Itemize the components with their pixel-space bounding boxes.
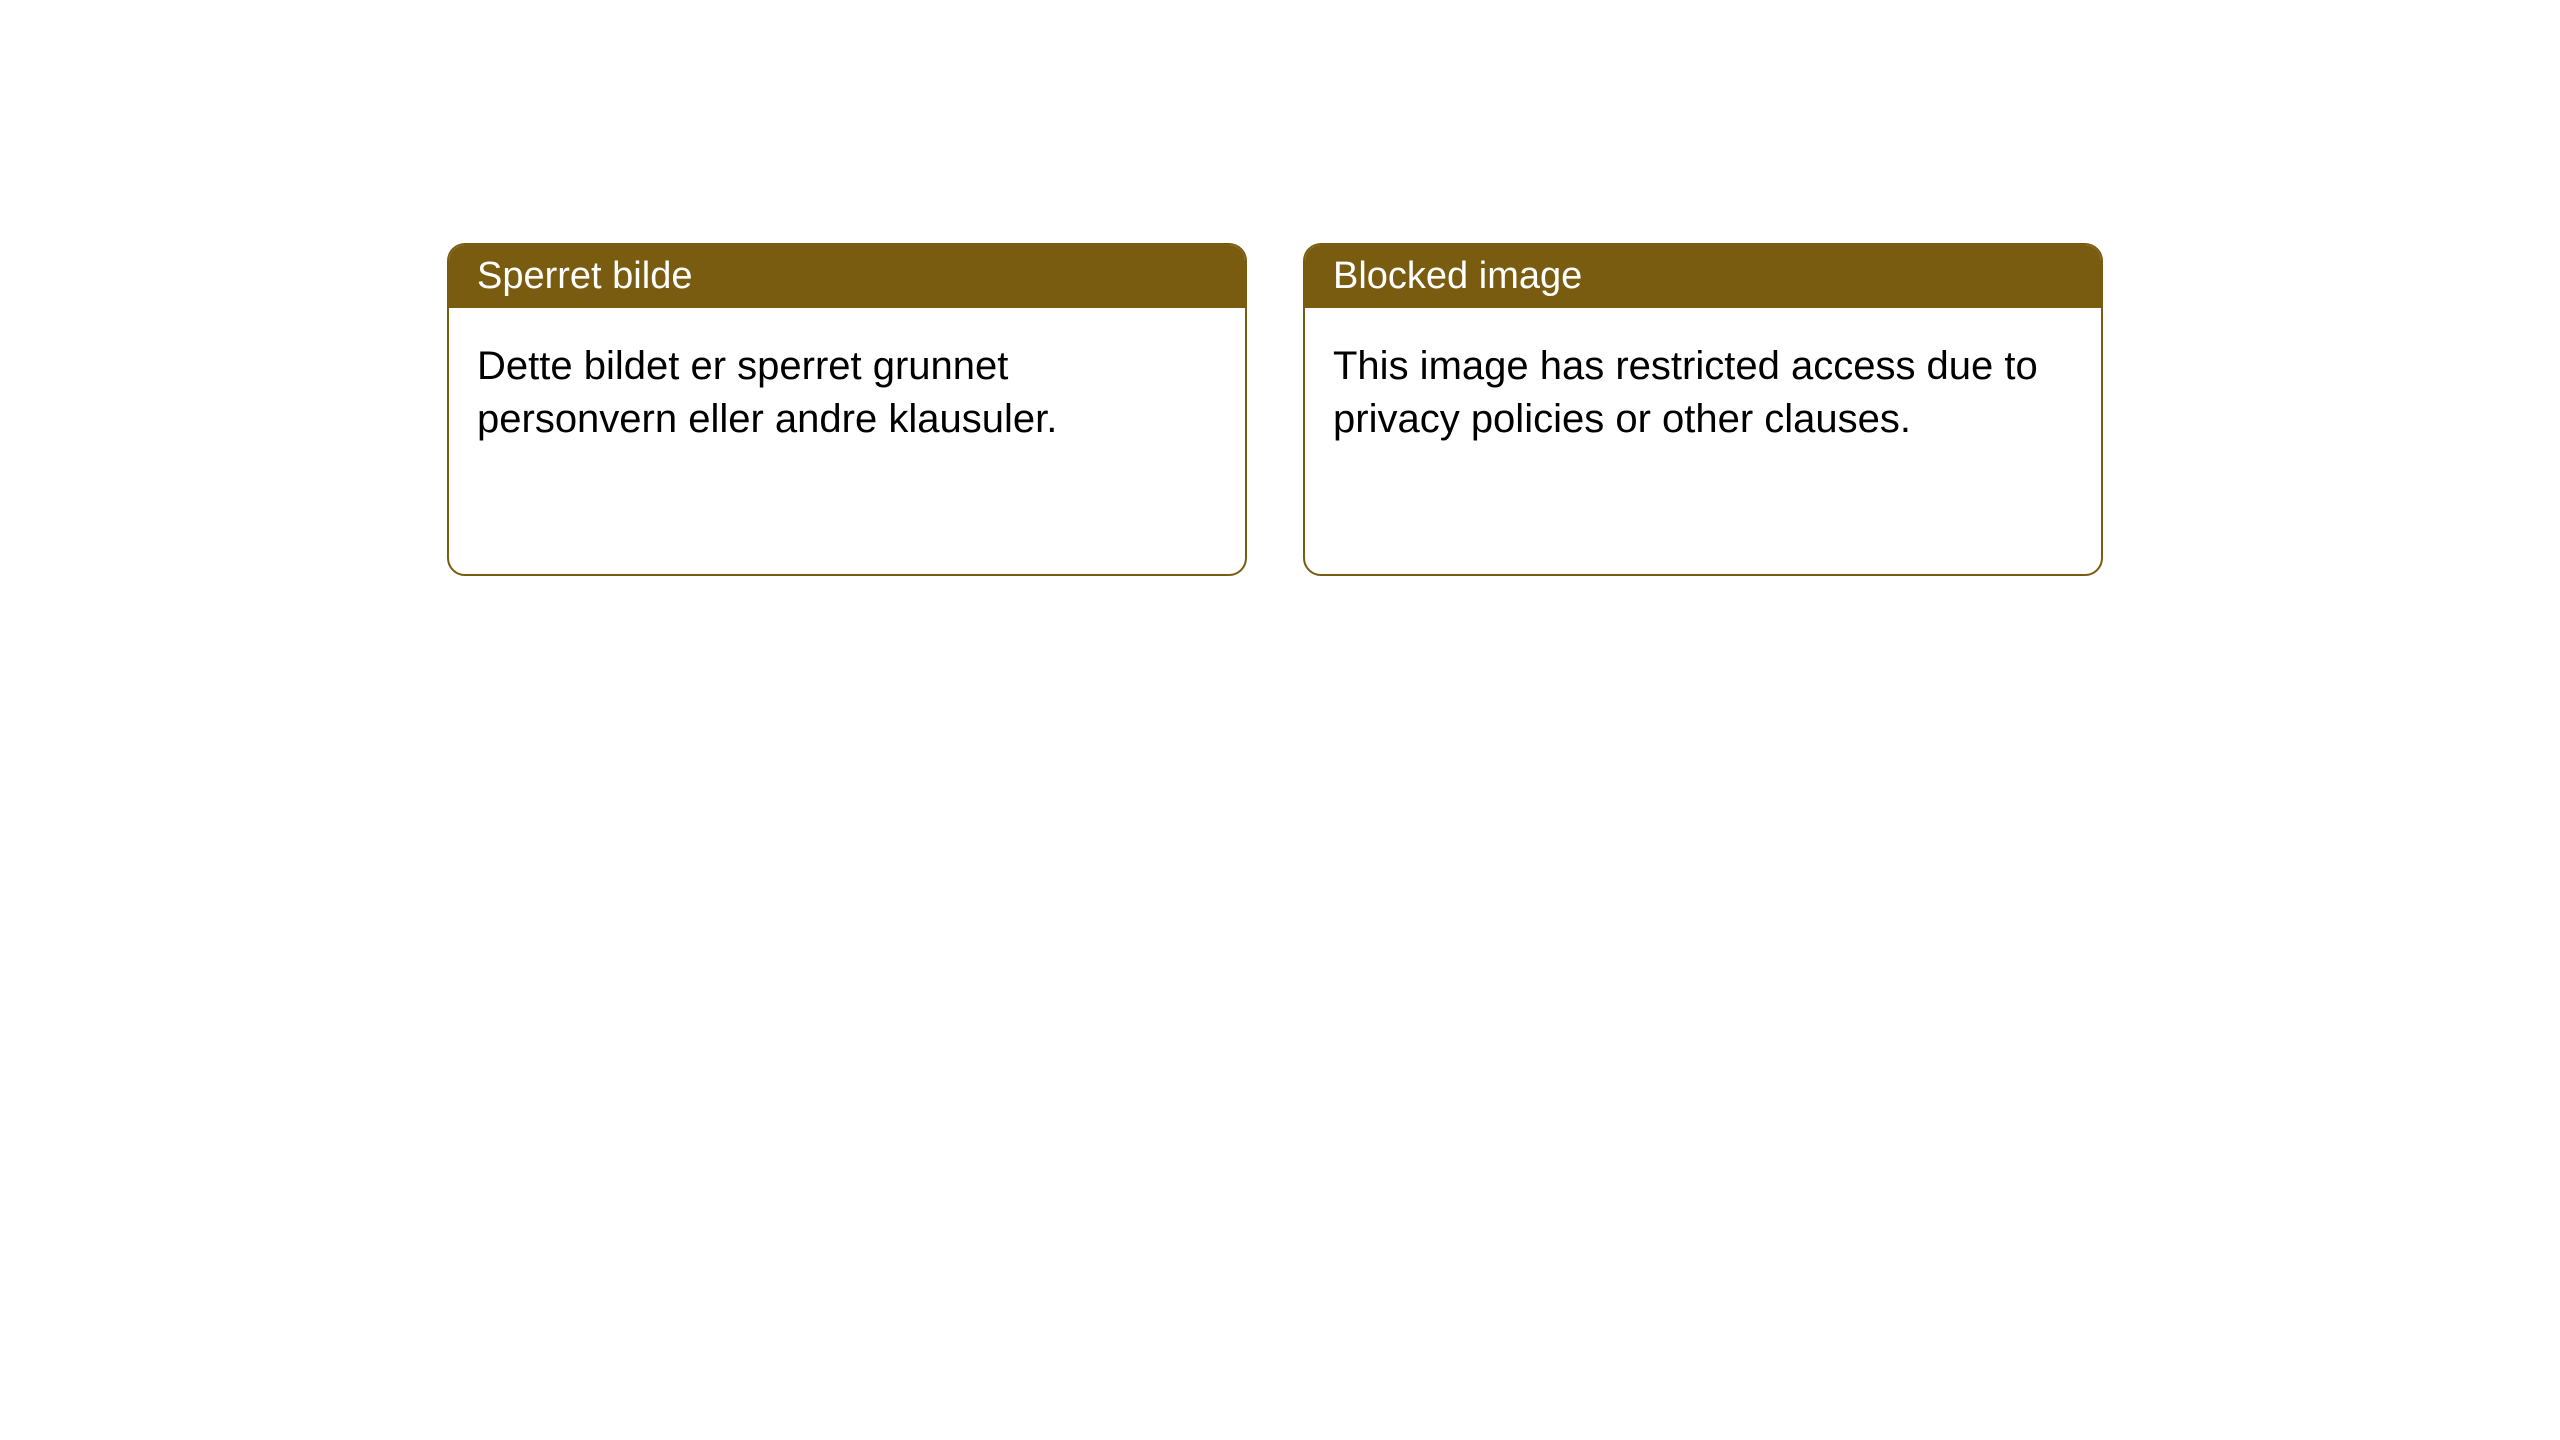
- card-body: This image has restricted access due to …: [1305, 308, 2101, 478]
- card-body: Dette bildet er sperret grunnet personve…: [449, 308, 1245, 478]
- cards-container: Sperret bilde Dette bildet er sperret gr…: [447, 243, 2103, 576]
- card-message: Dette bildet er sperret grunnet personve…: [477, 344, 1057, 441]
- blocked-image-card-no: Sperret bilde Dette bildet er sperret gr…: [447, 243, 1247, 576]
- blocked-image-card-en: Blocked image This image has restricted …: [1303, 243, 2103, 576]
- card-header: Blocked image: [1305, 245, 2101, 308]
- card-title: Sperret bilde: [477, 255, 692, 297]
- card-message: This image has restricted access due to …: [1333, 344, 2038, 441]
- card-header: Sperret bilde: [449, 245, 1245, 308]
- card-title: Blocked image: [1333, 255, 1582, 297]
